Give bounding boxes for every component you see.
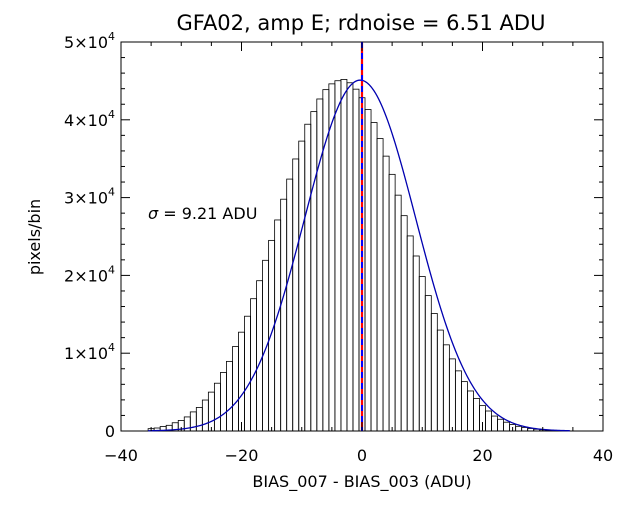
histogram-bar — [286, 178, 294, 432]
x-axis-ticks: −40 −20 0 20 40 — [104, 42, 613, 465]
histogram-bar — [454, 370, 462, 432]
histogram-bar — [418, 276, 426, 432]
histogram-bar — [201, 399, 209, 432]
histogram-bar — [461, 381, 468, 432]
histogram-bar — [262, 259, 270, 432]
histogram-bar — [298, 140, 306, 432]
histogram-bar — [207, 391, 215, 432]
y-tick-label: 5×104 — [64, 30, 115, 52]
histogram-bar — [467, 390, 474, 432]
histogram-bar — [268, 239, 276, 432]
histogram-bar — [274, 219, 282, 432]
histogram-bars — [147, 79, 571, 432]
histogram-bar — [370, 122, 378, 432]
histogram-bar — [442, 344, 450, 432]
histogram-bar — [244, 315, 251, 432]
histogram-bar — [304, 123, 312, 432]
histogram-bar — [430, 313, 438, 432]
histogram-bar — [238, 331, 245, 432]
histogram-bar — [503, 421, 511, 432]
histogram-bar — [346, 82, 354, 432]
histogram-bar — [334, 80, 342, 432]
gaussian-fit-curve — [148, 79, 570, 432]
x-tick-label: 20 — [472, 446, 492, 465]
histogram-bar — [400, 215, 408, 432]
histogram-bar — [352, 88, 360, 432]
x-tick-label: −20 — [225, 446, 259, 465]
y-axis-ticks: 0 1×104 2×104 3×104 4×104 5×104 — [64, 30, 603, 441]
chart-title: GFA02, amp E; rdnoise = 6.51 ADU — [177, 11, 546, 35]
histogram-bar — [382, 155, 390, 432]
histogram-bar — [256, 280, 263, 432]
histogram-bar — [328, 83, 336, 432]
histogram-bar — [491, 415, 498, 432]
x-tick-label: 40 — [593, 446, 613, 465]
histogram-bar — [310, 111, 318, 432]
histogram-bar — [515, 425, 523, 432]
x-tick-label: 0 — [357, 446, 367, 465]
histogram-bar — [220, 372, 227, 432]
histogram-bar — [376, 138, 384, 432]
histogram-bar — [316, 98, 324, 432]
histogram-bar — [226, 360, 233, 432]
y-tick-label: 3×104 — [64, 186, 115, 208]
histogram-bar — [473, 398, 480, 432]
sigma-value: = 9.21 ADU — [158, 204, 257, 223]
histogram-bar — [213, 382, 221, 432]
histogram-bar — [340, 79, 348, 432]
histogram-bar — [250, 298, 257, 432]
x-tick-label: −40 — [104, 446, 138, 465]
histogram-bar — [195, 407, 203, 432]
histogram-bar — [412, 255, 420, 432]
y-axis-label: pixels/bin — [25, 199, 44, 275]
histogram-bar — [280, 198, 288, 432]
sigma-symbol: σ — [148, 204, 159, 223]
histogram-bar — [448, 358, 456, 432]
histogram-bar — [292, 158, 300, 432]
histogram-bar — [406, 235, 414, 432]
y-tick-label: 1×104 — [64, 341, 115, 363]
histogram-bar — [436, 329, 444, 432]
histogram-bar — [497, 418, 504, 432]
y-tick-label: 4×104 — [64, 108, 115, 130]
histogram-bar — [485, 410, 492, 432]
x-axis-label: BIAS_007 - BIAS_003 (ADU) — [252, 472, 471, 492]
histogram-bar — [521, 427, 529, 432]
histogram-bar — [388, 173, 396, 432]
histogram-bar — [364, 109, 372, 432]
histogram-bar — [232, 346, 239, 432]
histogram-bar — [424, 295, 432, 432]
sigma-annotation: σ = 9.21 ADU — [148, 204, 257, 223]
y-tick-label: 0 — [105, 422, 115, 441]
histogram-bar — [394, 194, 402, 432]
y-tick-label: 2×104 — [64, 263, 115, 285]
